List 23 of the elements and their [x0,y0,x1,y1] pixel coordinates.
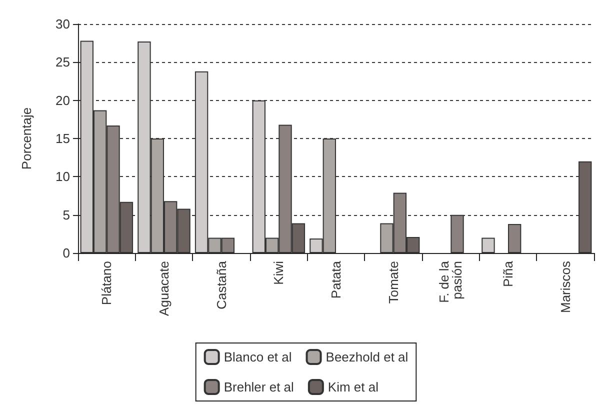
x-tick-label: Aguacate [156,261,172,316]
y-tick-label: 20 [56,92,70,108]
x-tick-label: Patata [328,260,344,299]
legend-label: Beezhold et al [326,350,408,364]
x-tick-label: Kiwi [271,260,286,285]
y-tick-label: 0 [62,246,70,260]
y-axis-title: Porcentaje [19,107,34,170]
legend-label: Blanco et al [224,350,292,364]
legend-label: Brehler et al [224,380,294,394]
x-tick-label: Piña [500,260,516,288]
x-tick-label: Castaña [214,260,229,310]
legend-label: Kim et al [328,380,379,394]
x-tick-label: Mariscos [558,260,573,314]
y-tick-label: 30 [56,16,70,32]
bar [508,224,522,253]
y-tick-label: 15 [56,131,70,146]
bar [482,238,495,253]
x-tick-label: Tomate [386,261,401,304]
x-tick-label: Plátano [99,261,114,306]
y-tick-label: 5 [62,207,70,222]
y-tick-label: 25 [56,54,70,70]
x-tick-label: F. de la pasión [436,260,465,303]
y-tick-label: 10 [56,169,70,184]
